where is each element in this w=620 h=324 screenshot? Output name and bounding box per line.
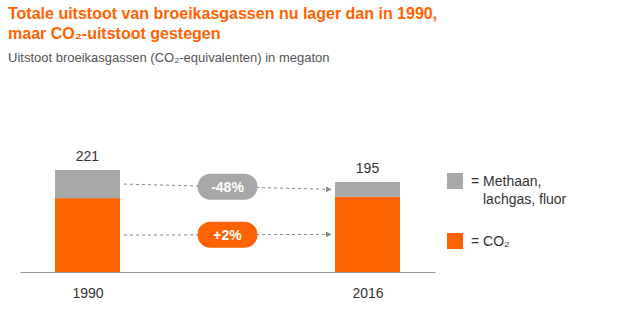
title-line: Totale uitstoot van broeikasgassen nu la… — [8, 5, 437, 22]
bar-segment — [335, 197, 400, 272]
annotation-pill — [198, 222, 258, 248]
total-label: 195 — [356, 160, 380, 176]
tick-label: 2016 — [352, 285, 383, 301]
total-label: 221 — [76, 148, 100, 164]
legend-label: = CO₂ — [471, 233, 510, 249]
tick: 1990 — [72, 272, 103, 301]
axis-line — [21, 272, 436, 273]
bar-segment — [55, 198, 120, 272]
bar-segment — [335, 182, 400, 197]
legend-item: = CO₂ — [447, 233, 510, 249]
annotation: +2% — [213, 227, 242, 243]
plot-area — [55, 170, 400, 272]
title-line: maar CO₂-uitstoot gestegen — [8, 25, 220, 42]
subtitle: Uitstoot broeikasgassen (CO₂-equivalente… — [8, 50, 330, 65]
legend-item: = Methaan, lachgas, fluor — [447, 173, 567, 207]
chart: Totale uitstoot van broeikasgassen nu la… — [0, 0, 620, 324]
annotation-pill — [198, 174, 258, 200]
legend-label: = Methaan, lachgas, fluor — [471, 173, 567, 207]
legend-swatch — [447, 173, 463, 189]
legend-swatch — [447, 233, 463, 249]
tick-label: 1990 — [72, 285, 103, 301]
x-axis: 1990 2016 — [21, 272, 436, 301]
title: Totale uitstoot van broeikasgassen nu la… — [8, 5, 437, 42]
legend-label-line: = Methaan, — [471, 173, 541, 189]
legend-label-line: = CO₂ — [471, 233, 510, 249]
bar-segment — [55, 170, 120, 198]
tick: 2016 — [352, 272, 383, 301]
legend-label-line: lachgas, fluor — [483, 191, 567, 207]
annotation: -48% — [211, 179, 244, 195]
